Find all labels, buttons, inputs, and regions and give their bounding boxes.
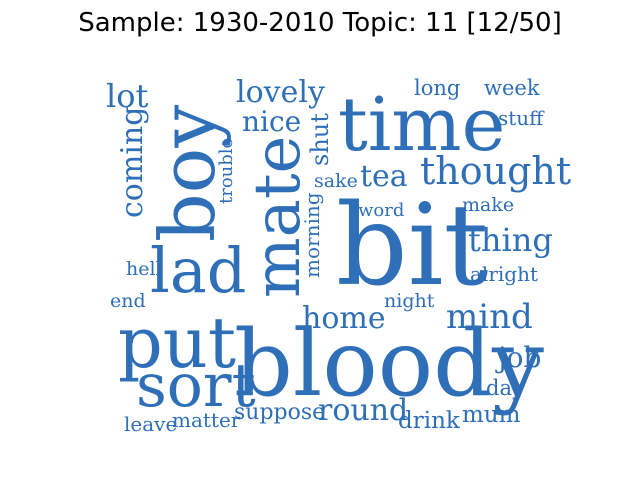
word-lovely: lovely <box>236 75 325 110</box>
word-boy: boy <box>143 104 232 242</box>
word-lad: lad <box>150 234 247 307</box>
word-hell: hell <box>126 258 162 280</box>
word-sort: sort <box>136 351 256 421</box>
word-mind: mind <box>446 297 533 337</box>
word-matter: matter <box>172 408 241 432</box>
word-time: time <box>338 82 506 168</box>
word-drink: drink <box>398 408 460 434</box>
word-job: job <box>498 341 542 374</box>
word-night: night <box>384 290 435 312</box>
word-coming: coming <box>115 106 150 218</box>
word-thought: thought <box>420 149 572 193</box>
word-round: round <box>318 393 409 428</box>
chart-title: Sample: 1930-2010 Topic: 11 [12/50] <box>78 8 562 38</box>
word-lot: lot <box>106 77 149 115</box>
word-word: word <box>358 200 405 221</box>
word-morning: morning <box>300 192 324 278</box>
word-make: make <box>462 194 515 216</box>
word-home: home <box>302 301 386 336</box>
word-end: end <box>110 290 146 312</box>
word-shut: shut <box>306 113 334 166</box>
word-trouble: trouble <box>216 137 237 204</box>
word-alright: alright <box>470 262 538 286</box>
word-bloody: bloody <box>234 310 544 417</box>
word-day: day <box>486 376 524 400</box>
word-week: week <box>484 76 540 100</box>
word-bit: bit <box>336 181 489 311</box>
word-tea: tea <box>360 159 408 194</box>
word-stuff: stuff <box>498 106 544 130</box>
word-nice: nice <box>242 105 302 138</box>
word-mum: mum <box>462 402 521 428</box>
word-long: long <box>414 76 461 100</box>
word-put: put <box>118 302 237 384</box>
word-thing: thing <box>468 221 553 259</box>
word-suppose: suppose <box>234 400 326 425</box>
word-sake: sake <box>314 170 358 192</box>
word-leave: leave <box>124 412 178 436</box>
